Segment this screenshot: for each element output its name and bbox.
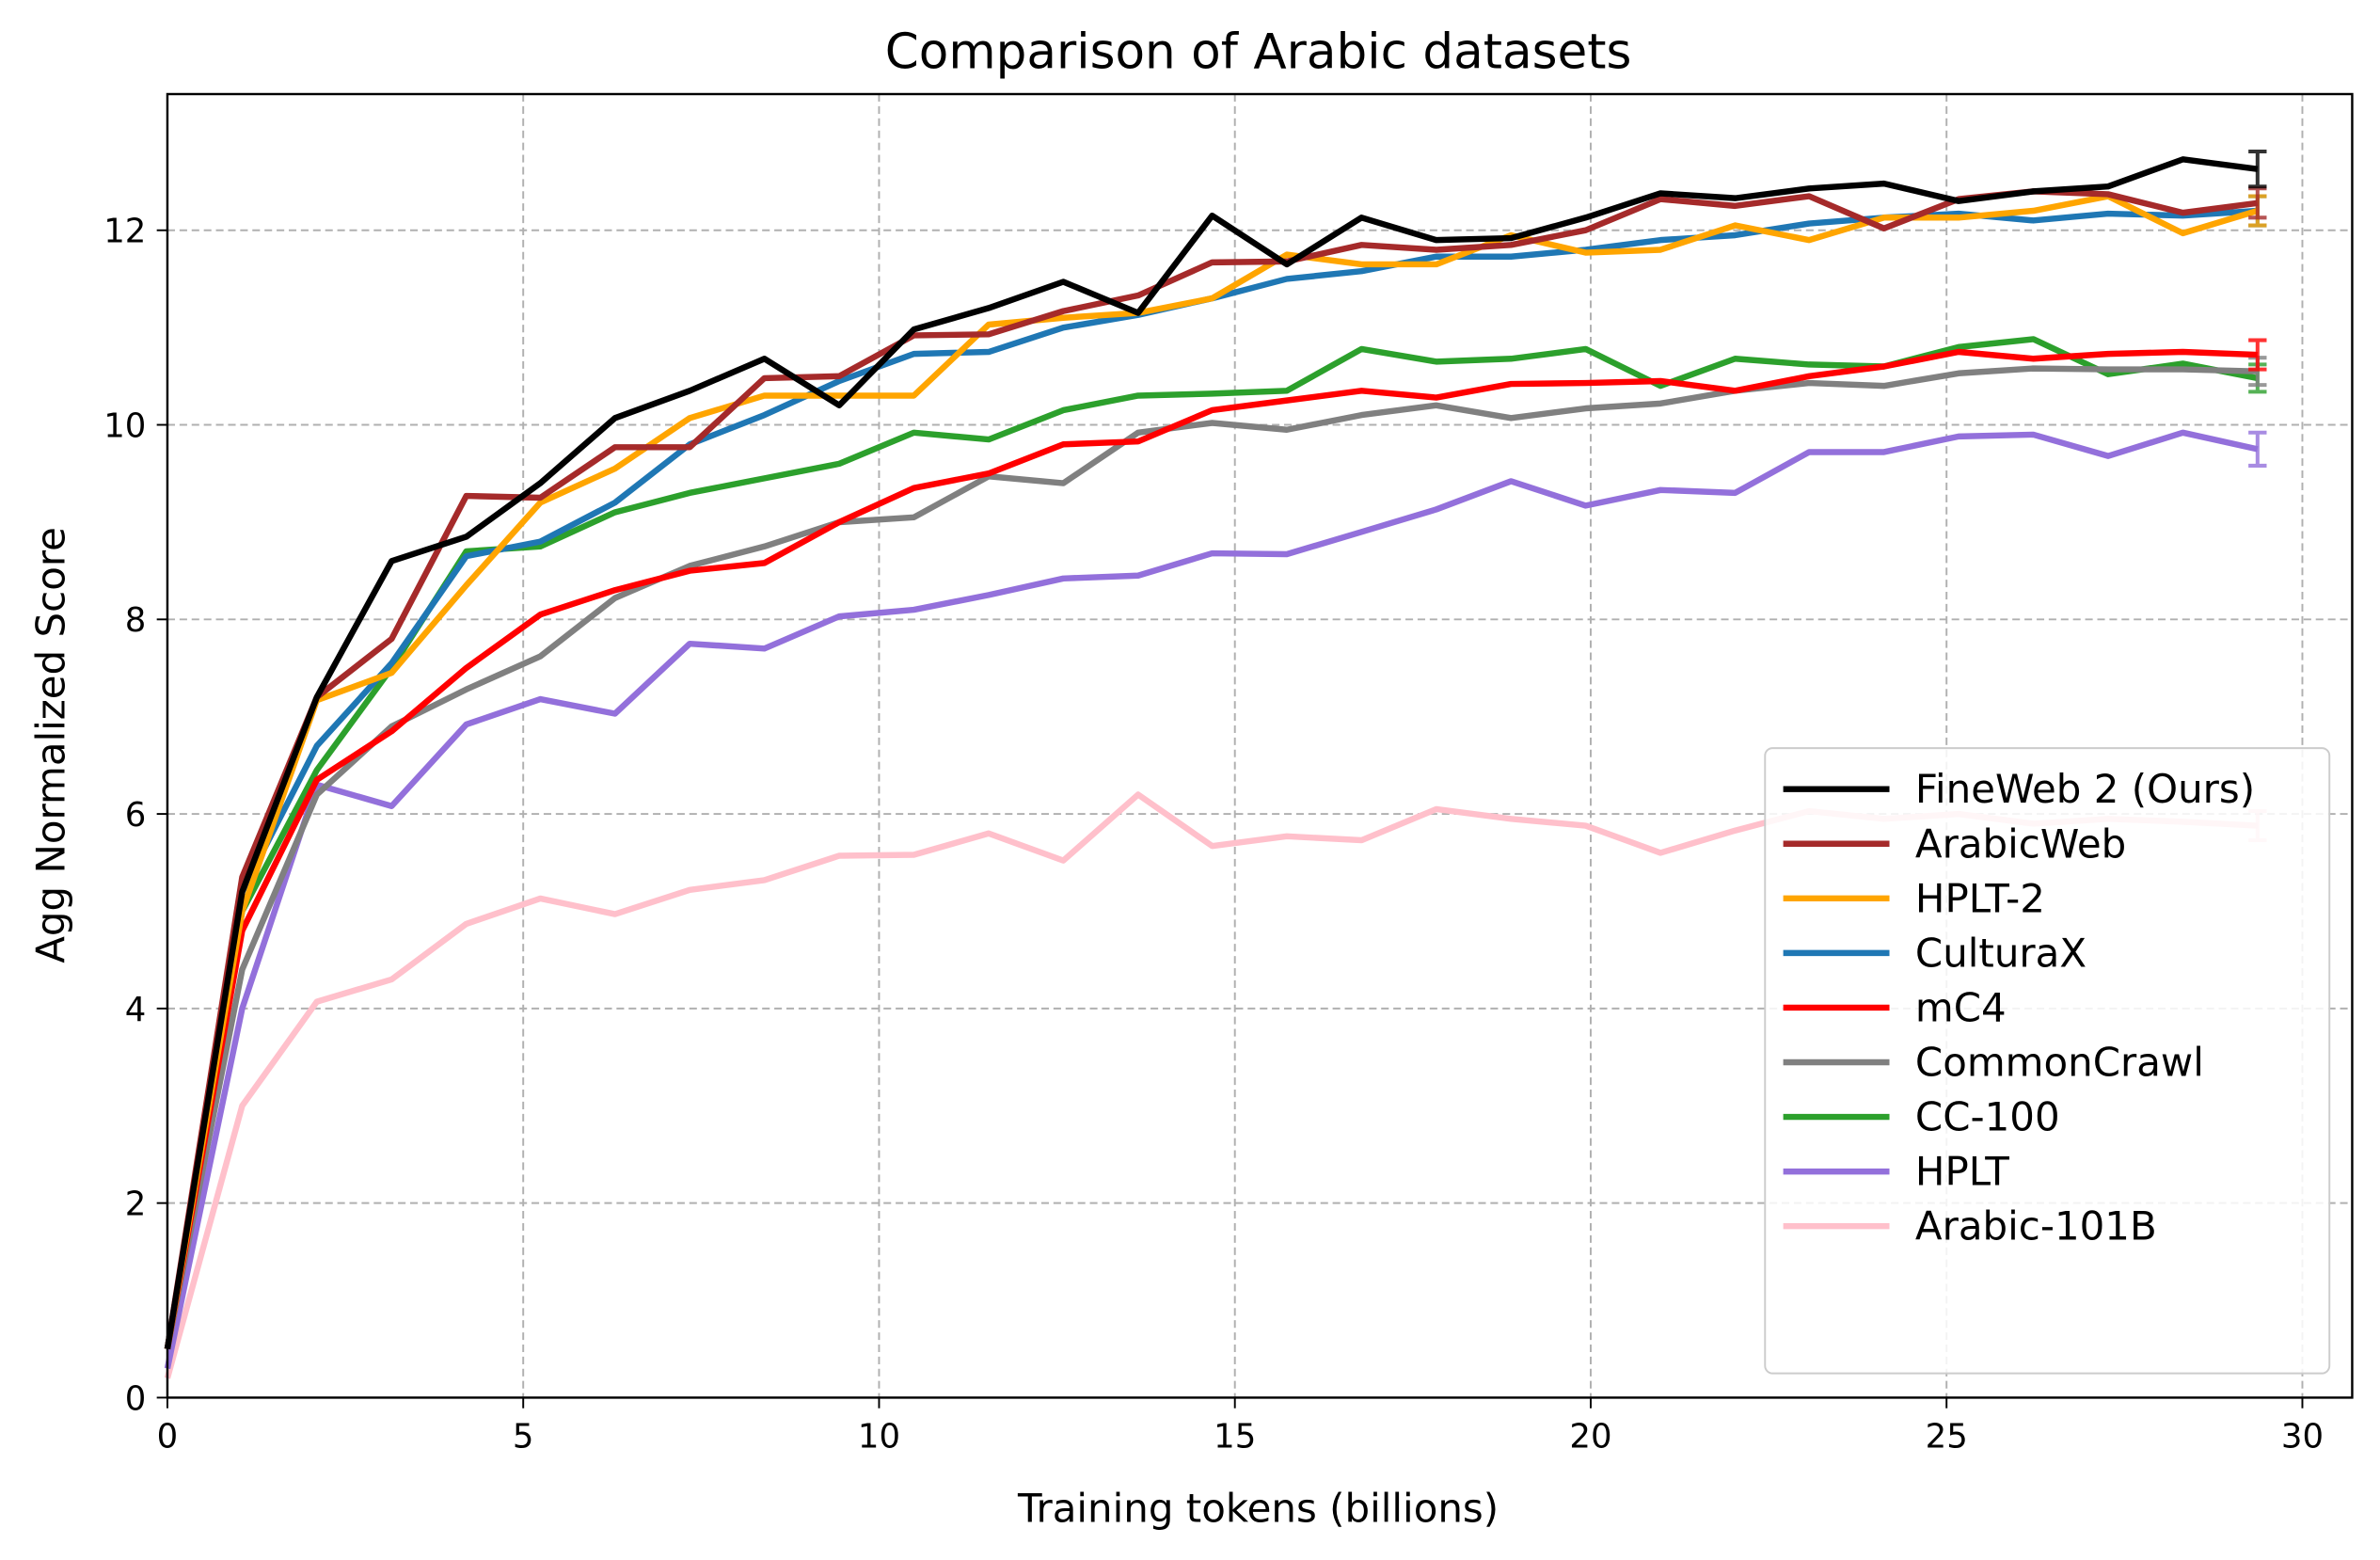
x-tick-label: 20 (1569, 1418, 1611, 1457)
legend: FineWeb 2 (Ours) ArabicWeb HPLT-2 CulturaX m… (1764, 747, 2331, 1375)
y-tick-label: 2 (125, 1186, 147, 1224)
series-line (164, 365, 2258, 1350)
y-tick-label: 4 (125, 991, 147, 1029)
series-line (164, 429, 2259, 1370)
legend-label: HPLT (1915, 1149, 2009, 1195)
axis-ticks: 0 5 10 15 20 25 30 0 2 4 6 8 10 12 (103, 213, 2324, 1457)
error-bar (2248, 430, 2267, 468)
y-tick-label: 10 (103, 406, 146, 445)
legend-label: mC4 (1915, 984, 2007, 1030)
legend-label: Arabic-101B (1915, 1203, 2157, 1250)
series-lines (164, 149, 2267, 1379)
x-tick-label: 30 (2281, 1418, 2324, 1457)
y-tick-label: 8 (125, 601, 147, 640)
y-tick-label: 12 (103, 213, 146, 251)
x-tick-label: 0 (157, 1418, 179, 1457)
x-tick-label: 10 (858, 1418, 900, 1457)
legend-label: CulturaX (1915, 930, 2086, 976)
legend-label: CC-100 (1915, 1094, 2060, 1140)
series-line (164, 156, 2259, 1350)
legend-label: CommonCrawl (1915, 1040, 2204, 1086)
series-line (164, 348, 2258, 1350)
series-line (164, 188, 2259, 1350)
legend-label: ArabicWeb (1915, 820, 2126, 867)
x-tick-label: 5 (513, 1418, 534, 1457)
x-tick-label: 15 (1214, 1418, 1256, 1457)
error-bar (2248, 186, 2267, 220)
x-tick-label: 25 (1926, 1418, 1968, 1457)
legend-label: HPLT-2 (1915, 875, 2045, 921)
plot-frame (166, 92, 2354, 1399)
y-axis-label: Agg Normalized Score (27, 527, 73, 963)
y-tick-label: 0 (125, 1379, 147, 1418)
error-bar (2248, 149, 2267, 189)
legend-box (1764, 747, 2331, 1375)
legend-label: FineWeb 2 (Ours) (1915, 766, 2255, 812)
x-axis-label: Training tokens (billions) (1017, 1486, 1499, 1532)
y-tick-label: 6 (125, 796, 147, 835)
chart-title: Comparison of Arabic datasets (885, 24, 1632, 81)
error-bar (2248, 338, 2267, 372)
